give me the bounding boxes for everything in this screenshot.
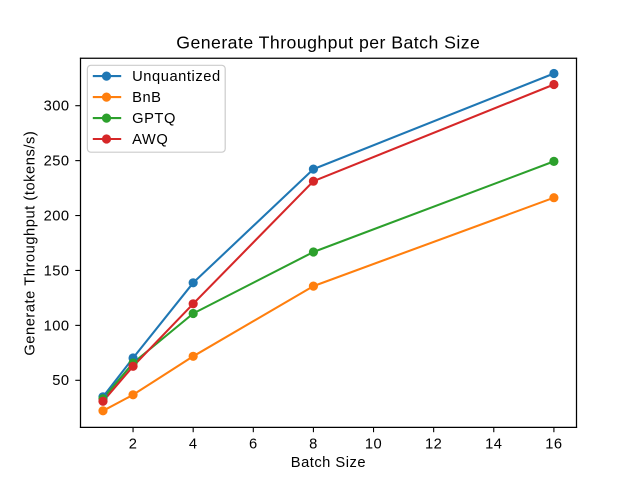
svg-text:2: 2 — [129, 436, 138, 452]
svg-text:BnB: BnB — [132, 90, 161, 106]
svg-text:200: 200 — [44, 208, 70, 224]
svg-text:12: 12 — [425, 436, 442, 452]
svg-text:300: 300 — [44, 99, 70, 115]
svg-text:100: 100 — [44, 318, 70, 334]
svg-text:16: 16 — [545, 436, 562, 452]
svg-text:Batch Size: Batch Size — [291, 455, 366, 471]
svg-text:Generate Throughput (tokens/s): Generate Throughput (tokens/s) — [23, 131, 39, 356]
svg-text:14: 14 — [485, 436, 502, 452]
svg-text:150: 150 — [44, 263, 70, 279]
svg-text:Generate Throughput per Batch: Generate Throughput per Batch Size — [176, 33, 480, 53]
svg-text:4: 4 — [189, 436, 198, 452]
svg-text:Unquantized: Unquantized — [132, 69, 221, 85]
svg-text:GPTQ: GPTQ — [132, 111, 176, 127]
svg-text:8: 8 — [309, 436, 318, 452]
svg-text:AWQ: AWQ — [132, 132, 168, 148]
svg-text:10: 10 — [365, 436, 382, 452]
svg-text:50: 50 — [52, 373, 69, 389]
svg-text:250: 250 — [44, 154, 70, 170]
svg-text:6: 6 — [249, 436, 258, 452]
